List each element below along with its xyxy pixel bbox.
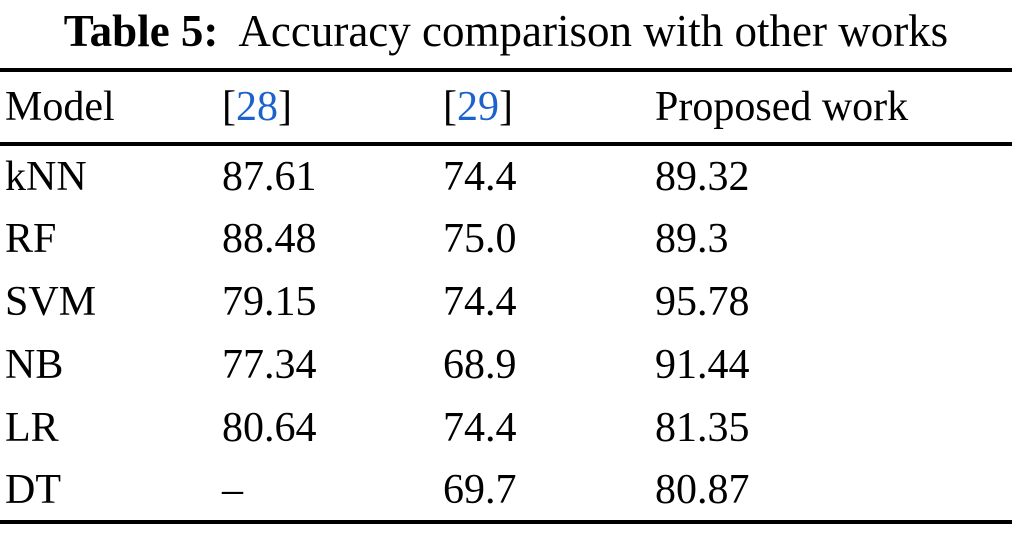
- model-name: DT: [5, 466, 61, 513]
- accuracy-proposed: 81.35: [655, 404, 750, 451]
- header-row: Model [28] [29] Proposed work: [0, 70, 1012, 146]
- accuracy-ref29: 75.0: [443, 215, 517, 262]
- table-row-rf: RF 88.48 75.0 89.3: [0, 207, 1012, 270]
- table-row-lr: LR 80.64 74.4 81.35: [0, 396, 1012, 459]
- table-row-svm: SVM 79.15 74.4 95.78: [0, 270, 1012, 333]
- bracket-close: ]: [499, 84, 513, 130]
- accuracy-ref29: 68.9: [443, 341, 517, 388]
- table-caption-text: Accuracy comparison with other works: [238, 6, 949, 56]
- bracket-close: ]: [278, 84, 292, 130]
- table-caption: Table 5: Accuracy comparison with other w…: [0, 0, 1012, 68]
- accuracy-proposed: 91.44: [655, 341, 750, 388]
- model-name: LR: [5, 404, 59, 451]
- accuracy-ref28: 79.15: [222, 278, 317, 325]
- citation-link-28[interactable]: 28: [236, 84, 278, 130]
- table-row-dt: DT – 69.7 80.87: [0, 459, 1012, 522]
- accuracy-comparison-table: Model [28] [29] Proposed work kNN 87.61 …: [0, 68, 1012, 524]
- col-header-model: Model: [0, 70, 222, 146]
- accuracy-ref29: 74.4: [443, 404, 517, 451]
- bracket-open: [: [443, 84, 457, 130]
- table-row-nb: NB 77.34 68.9 91.44: [0, 333, 1012, 396]
- model-name: kNN: [5, 153, 87, 200]
- col-header-proposed-work: Proposed work: [655, 70, 1012, 146]
- accuracy-ref28: 80.64: [222, 404, 317, 451]
- accuracy-ref29: 74.4: [443, 153, 517, 200]
- accuracy-ref28: –: [222, 466, 243, 513]
- model-name: NB: [5, 341, 64, 388]
- accuracy-ref29: 69.7: [443, 466, 517, 513]
- accuracy-proposed: 95.78: [655, 278, 750, 325]
- table-row-knn: kNN 87.61 74.4 89.32: [0, 144, 1012, 207]
- accuracy-ref28: 88.48: [222, 215, 317, 262]
- col-header-ref-29: [29]: [443, 70, 655, 146]
- bracket-open: [: [222, 84, 236, 130]
- col-header-ref-28: [28]: [222, 70, 443, 146]
- accuracy-ref28: 77.34: [222, 341, 317, 388]
- accuracy-proposed: 89.32: [655, 153, 750, 200]
- table-caption-label: Table 5:: [63, 6, 219, 56]
- citation-link-29[interactable]: 29: [457, 84, 499, 130]
- accuracy-proposed: 80.87: [655, 466, 750, 513]
- accuracy-proposed: 89.3: [655, 215, 729, 262]
- accuracy-ref29: 74.4: [443, 278, 517, 325]
- model-name: RF: [5, 215, 57, 262]
- accuracy-ref28: 87.61: [222, 153, 317, 200]
- model-name: SVM: [5, 278, 97, 325]
